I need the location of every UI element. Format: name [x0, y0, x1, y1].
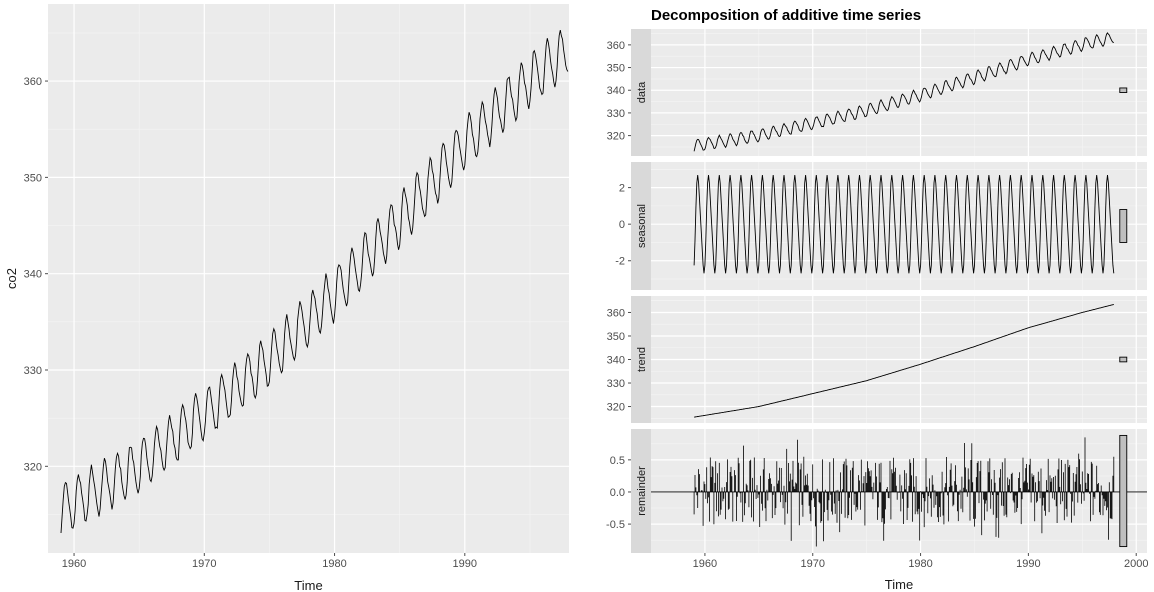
- x-tick-label: 1970: [800, 558, 824, 570]
- remainder-bars: [693, 437, 1115, 547]
- y-tick-label: 360: [607, 307, 625, 319]
- facet-strip-label: remainder: [636, 466, 648, 516]
- facet-strip-label: seasonal: [636, 204, 648, 248]
- x-axis-title: Time: [885, 577, 913, 592]
- x-tick-label: 1990: [1016, 558, 1040, 570]
- y-axis-title: co2: [4, 268, 19, 289]
- plot-panel-background: [48, 4, 569, 553]
- panel-background: [651, 29, 1147, 156]
- x-tick-label: 1960: [693, 558, 717, 570]
- y-tick-label: 360: [607, 40, 625, 52]
- y-tick-label: 330: [607, 108, 625, 120]
- y-tick-label: 340: [24, 269, 42, 281]
- x-tick-label: 1980: [322, 558, 346, 570]
- y-tick-label: 350: [607, 331, 625, 343]
- y-tick-label: 350: [607, 63, 625, 75]
- y-tick-label: -2: [615, 256, 625, 268]
- range-bar: [1119, 356, 1128, 363]
- decomposition-plot: Decomposition of additive time series dat…: [606, 7, 1148, 592]
- data-series-line: [693, 32, 1114, 152]
- range-bar: [1119, 209, 1128, 243]
- y-tick-label: 0.0: [610, 487, 625, 499]
- range-bar: [1119, 434, 1128, 548]
- y-tick-label: 330: [24, 365, 42, 377]
- y-tick-label: 360: [24, 76, 42, 88]
- y-tick-label: 340: [607, 85, 625, 97]
- x-tick-label: 1960: [62, 558, 86, 570]
- x-tick-label: 2000: [1124, 558, 1148, 570]
- y-tick-label: 320: [24, 461, 42, 473]
- y-tick-label: 330: [607, 378, 625, 390]
- range-bar: [1119, 87, 1128, 93]
- facet-strip-label: data: [636, 81, 648, 103]
- y-tick-label: 320: [607, 131, 625, 143]
- x-axis-title: Time: [294, 578, 322, 592]
- left-co2-plot: 1960 1970 1980 1990 320 330 340 350 360 Time co2: [4, 4, 569, 592]
- facet-strip: [631, 296, 651, 423]
- y-tick-label: 350: [24, 172, 42, 184]
- facet-strip: [631, 29, 651, 156]
- co2-series-line: [60, 30, 569, 534]
- chart-title: Decomposition of additive time series: [651, 7, 921, 24]
- x-tick-label: 1980: [908, 558, 932, 570]
- trend-series-line: [694, 304, 1114, 418]
- x-tick-label: 1970: [192, 558, 216, 570]
- x-tick-label: 1990: [453, 558, 477, 570]
- facet-strip: [631, 429, 651, 553]
- y-tick-label: 2: [619, 183, 625, 195]
- y-tick-label: 0.5: [610, 455, 625, 467]
- y-tick-label: 0: [619, 219, 625, 231]
- panel-background: [651, 429, 1147, 553]
- y-tick-label: 320: [607, 402, 625, 414]
- seasonal-series-line: [693, 174, 1115, 274]
- facet-strip: [631, 162, 651, 290]
- y-tick-label: -0.5: [606, 519, 625, 531]
- y-tick-label: 340: [607, 355, 625, 367]
- facet-strip-label: trend: [636, 347, 648, 372]
